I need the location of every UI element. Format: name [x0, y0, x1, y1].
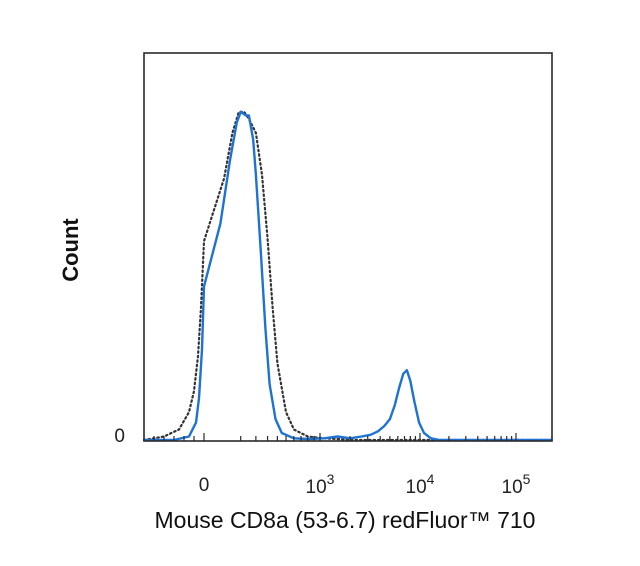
x-axis: 0 103 104 105 Mouse CD8a (53-6.7) redFlu…: [153, 433, 553, 533]
x-tick-label-0: 0: [199, 475, 210, 496]
plot-frame: [143, 52, 553, 442]
isotype-control-series: [142, 110, 554, 442]
y-tick-label-0: 0: [114, 426, 125, 447]
cd8a-stained-series: [144, 110, 552, 442]
x-axis-title: Mouse CD8a (53-6.7) redFluor™ 710: [155, 507, 536, 533]
y-axis-title: Count: [58, 218, 83, 282]
y-axis: Count 0: [58, 218, 125, 447]
plot-series: [142, 110, 554, 442]
x-tick-label-100000: 105: [502, 471, 531, 498]
x-tick-label-1000: 103: [306, 471, 335, 498]
x-tick-label-10000: 104: [406, 471, 435, 498]
